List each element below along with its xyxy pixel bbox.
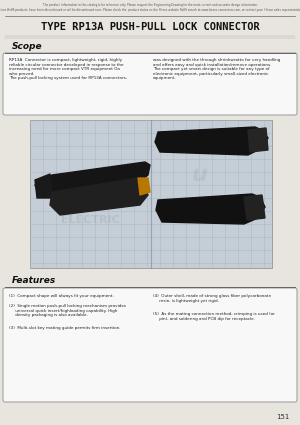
- Text: RP13A  Connector is compact, lightweight, rigid, highly
reliable circular connec: RP13A Connector is compact, lightweight,…: [9, 58, 127, 80]
- FancyBboxPatch shape: [30, 120, 272, 268]
- Polygon shape: [248, 128, 268, 152]
- Polygon shape: [35, 174, 53, 198]
- Text: ELECTRIC: ELECTRIC: [61, 215, 119, 225]
- Text: All non-RoHS products  have been discontinued or will be discontinued soon. Plea: All non-RoHS products have been disconti…: [0, 8, 300, 12]
- Polygon shape: [35, 162, 150, 196]
- Polygon shape: [244, 195, 265, 220]
- Polygon shape: [138, 178, 150, 195]
- Polygon shape: [156, 194, 265, 224]
- Polygon shape: [50, 178, 148, 215]
- Text: (5)  As the mating connection method, crimping is used (or
     pin), and solder: (5) As the mating connection method, cri…: [153, 312, 275, 320]
- FancyBboxPatch shape: [3, 288, 297, 402]
- Text: 151: 151: [277, 414, 290, 420]
- Text: (4)  Outer shell, made of strong glass fiber polycarbonate
     resin, is lightw: (4) Outer shell, made of strong glass fi…: [153, 294, 271, 303]
- Text: (2)  Single motion push-pull locking mechanism provides
     universal quick ins: (2) Single motion push-pull locking mech…: [9, 304, 126, 317]
- Polygon shape: [155, 127, 268, 155]
- Text: HIROSE: HIROSE: [58, 182, 122, 198]
- Text: (1)  Compact shape will always fit your equipment.: (1) Compact shape will always fit your e…: [9, 294, 114, 298]
- Text: Features: Features: [12, 276, 56, 285]
- Text: Scope: Scope: [12, 42, 43, 51]
- FancyBboxPatch shape: [3, 53, 297, 115]
- Text: The product  information in this catalog is for reference only. Please request t: The product information in this catalog …: [43, 3, 257, 7]
- Text: was designed with the through shrinkwratto for very handling
and offers easy and: was designed with the through shrinkwrat…: [153, 58, 280, 80]
- Text: (3)  Multi-slot key mating guide permits firm insertion.: (3) Multi-slot key mating guide permits …: [9, 326, 121, 330]
- Text: u: u: [192, 165, 208, 185]
- Text: TYPE RP13A PUSH-PULL LOCK CONNECTOR: TYPE RP13A PUSH-PULL LOCK CONNECTOR: [40, 22, 260, 32]
